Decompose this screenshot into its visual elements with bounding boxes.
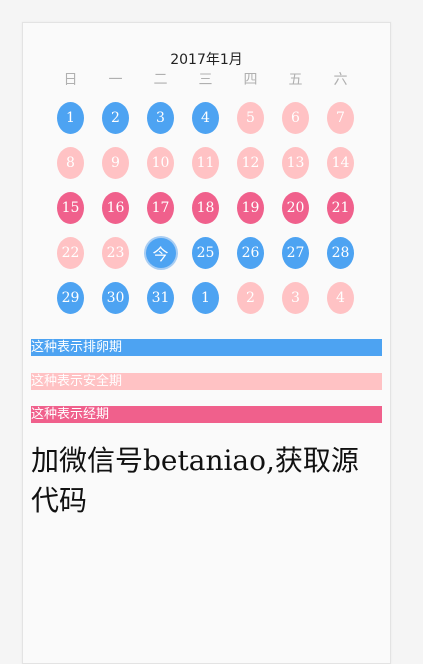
day-period[interactable]: 19 [237, 191, 264, 224]
day-cell[interactable]: 5 [228, 95, 273, 140]
day-period[interactable]: 21 [327, 191, 354, 224]
day-ovulation[interactable]: 28 [327, 236, 354, 269]
day-cell[interactable]: 27 [273, 230, 318, 275]
legend-safe: 这种表示安全期 [31, 373, 382, 390]
day-cell[interactable]: 3 [273, 275, 318, 320]
day-cell[interactable]: 2 [228, 275, 273, 320]
day-cell[interactable]: 12 [228, 140, 273, 185]
day-period[interactable]: 18 [192, 191, 219, 224]
day-safe[interactable]: 2 [237, 281, 264, 314]
weekday-tue: 二 [153, 72, 168, 88]
day-safe[interactable]: 13 [282, 146, 309, 179]
day-safe[interactable]: 7 [327, 101, 354, 134]
day-ovulation[interactable]: 2 [102, 101, 129, 134]
day-cell[interactable]: 31 [138, 275, 183, 320]
weekday-sat: 六 [333, 72, 348, 88]
day-period[interactable]: 20 [282, 191, 309, 224]
legend-period: 这种表示经期 [31, 406, 382, 423]
day-ovulation[interactable]: 30 [102, 281, 129, 314]
day-cell[interactable]: 14 [318, 140, 363, 185]
promo-text: 加微信号betaniao,获取源代码 [31, 444, 359, 517]
day-safe[interactable]: 4 [327, 281, 354, 314]
day-cell[interactable]: 29 [48, 275, 93, 320]
calendar-title: 2017年1月 [170, 52, 243, 68]
day-cell[interactable]: 13 [273, 140, 318, 185]
day-cell[interactable]: 11 [183, 140, 228, 185]
day-cell[interactable]: 3 [138, 95, 183, 140]
day-ovulation[interactable]: 31 [147, 281, 174, 314]
day-cell[interactable]: 30 [93, 275, 138, 320]
day-ovulation[interactable]: 4 [192, 101, 219, 134]
day-safe[interactable]: 12 [237, 146, 264, 179]
day-cell[interactable]: 6 [273, 95, 318, 140]
weekday-mon: 一 [108, 72, 123, 88]
day-cell[interactable]: 19 [228, 185, 273, 230]
day-safe[interactable]: 6 [282, 101, 309, 134]
day-safe[interactable]: 22 [57, 236, 84, 269]
today-day[interactable]: 今 [145, 237, 176, 268]
day-cell[interactable]: 23 [93, 230, 138, 275]
day-safe[interactable]: 14 [327, 146, 354, 179]
day-cell[interactable]: 25 [183, 230, 228, 275]
day-ovulation[interactable]: 26 [237, 236, 264, 269]
day-cell[interactable]: 7 [318, 95, 363, 140]
day-cell[interactable]: 2 [93, 95, 138, 140]
weekday-sun: 日 [63, 72, 78, 88]
day-period[interactable]: 16 [102, 191, 129, 224]
day-cell[interactable]: 17 [138, 185, 183, 230]
calendar-card: 2017年1月 日 一 二 三 四 五 六 1 2 3 4 5 6 7 8 9 10 11 12 13 1… [22, 22, 391, 664]
day-safe[interactable]: 23 [102, 236, 129, 269]
day-cell[interactable]: 8 [48, 140, 93, 185]
day-cell[interactable]: 18 [183, 185, 228, 230]
day-safe[interactable]: 9 [102, 146, 129, 179]
weekday-wed: 三 [198, 72, 213, 88]
day-period[interactable]: 17 [147, 191, 174, 224]
day-cell[interactable]: 22 [48, 230, 93, 275]
day-safe[interactable]: 10 [147, 146, 174, 179]
day-ovulation[interactable]: 3 [147, 101, 174, 134]
day-cell[interactable]: 28 [318, 230, 363, 275]
weekday-fri: 五 [288, 72, 303, 88]
day-ovulation[interactable]: 29 [57, 281, 84, 314]
weekday-thu: 四 [243, 72, 258, 88]
day-cell[interactable]: 4 [318, 275, 363, 320]
day-cell[interactable]: 1 [48, 95, 93, 140]
day-cell[interactable]: 9 [93, 140, 138, 185]
day-ovulation[interactable]: 1 [192, 281, 219, 314]
day-cell[interactable]: 21 [318, 185, 363, 230]
day-cell[interactable]: 4 [183, 95, 228, 140]
day-ovulation[interactable]: 27 [282, 236, 309, 269]
day-safe[interactable]: 11 [192, 146, 219, 179]
day-safe[interactable]: 3 [282, 281, 309, 314]
day-cell[interactable]: 1 [183, 275, 228, 320]
day-safe[interactable]: 8 [57, 146, 84, 179]
day-cell[interactable]: 今 [138, 230, 183, 275]
day-cell[interactable]: 16 [93, 185, 138, 230]
weekday-header: 日 一 二 三 四 五 六 [48, 69, 363, 89]
day-cell[interactable]: 15 [48, 185, 93, 230]
legend-ovulation: 这种表示排卵期 [31, 339, 382, 356]
day-cell[interactable]: 20 [273, 185, 318, 230]
day-cell[interactable]: 10 [138, 140, 183, 185]
day-grid: 1 2 3 4 5 6 7 8 9 10 11 12 13 14 15 16 17 18 19 20 21 22 23 今 25… [48, 95, 363, 320]
day-cell[interactable]: 26 [228, 230, 273, 275]
day-ovulation[interactable]: 25 [192, 236, 219, 269]
day-ovulation[interactable]: 1 [57, 101, 84, 134]
day-safe[interactable]: 5 [237, 101, 264, 134]
day-period[interactable]: 15 [57, 191, 84, 224]
